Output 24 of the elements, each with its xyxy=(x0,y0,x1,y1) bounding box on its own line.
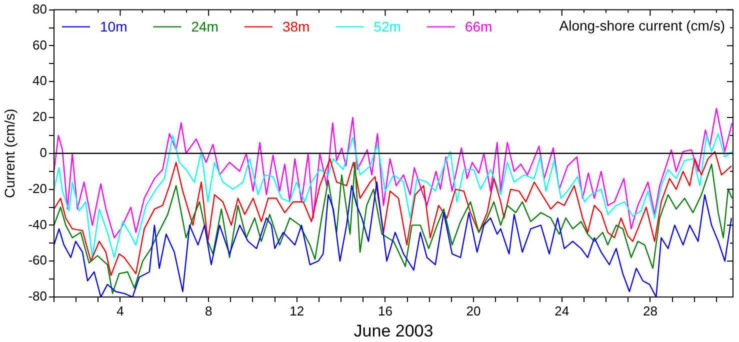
legend-label: 66m xyxy=(464,18,492,35)
legend-label: 24m xyxy=(191,18,218,35)
y-tick-label: -40 xyxy=(28,216,47,232)
y-axis-title: Current (cm/s) xyxy=(1,108,18,198)
x-tick-label: 28 xyxy=(642,303,658,318)
x-axis-title: June 2003 xyxy=(354,321,434,340)
y-tick-label: 20 xyxy=(32,109,47,124)
x-tick-label: 20 xyxy=(466,303,481,318)
y-tick-label: -20 xyxy=(28,180,47,196)
legend-label: 10m xyxy=(100,18,128,35)
x-tick-label: 24 xyxy=(554,303,570,318)
y-tick-label: 60 xyxy=(32,37,47,52)
y-tick-label: 0 xyxy=(40,144,47,160)
y-tick-label: 80 xyxy=(32,1,47,16)
y-tick-label: -80 xyxy=(28,288,47,304)
legend-label: 52m xyxy=(374,18,401,35)
annotation: Along-shore current (cm/s) xyxy=(559,18,725,34)
x-tick-label: 4 xyxy=(116,303,124,318)
y-tick-label: -60 xyxy=(28,252,47,268)
legend-label: 38m xyxy=(282,18,310,35)
x-tick-label: 12 xyxy=(290,303,304,318)
y-tick-label: 40 xyxy=(32,73,47,88)
x-tick-label: 16 xyxy=(378,303,392,318)
x-tick-label: 8 xyxy=(204,303,212,318)
